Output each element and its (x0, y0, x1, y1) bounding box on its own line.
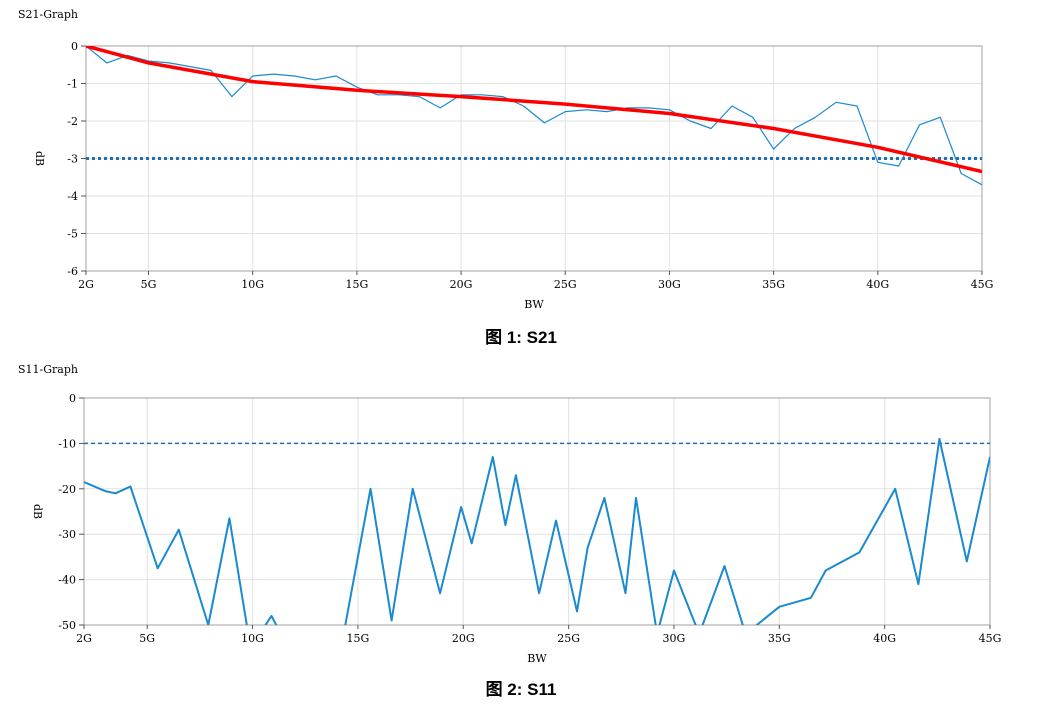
y-tick-label: -3 (67, 153, 78, 166)
x-tick-label: 2G (78, 278, 94, 291)
y-tick-label: -2 (67, 115, 78, 128)
x-tick-label: 30G (663, 632, 686, 645)
x-tick-label: 25G (557, 632, 580, 645)
y-tick-label: -1 (67, 78, 78, 91)
x-tick-label: 45G (979, 632, 1002, 645)
y-tick-label: -30 (58, 528, 76, 541)
y-tick-label: -20 (58, 483, 76, 496)
x-tick-label: 2G (76, 632, 92, 645)
x-tick-label: 30G (658, 278, 681, 291)
plot-area (86, 46, 982, 186)
caption: 图 2: S11 (486, 680, 557, 699)
data-line (84, 437, 990, 625)
x-tick-label: 5G (141, 278, 157, 291)
chart-title: S21-Graph (18, 8, 78, 21)
data-line (86, 46, 982, 186)
x-axis-label: BW (527, 652, 547, 665)
y-tick-label: -50 (58, 619, 76, 632)
y-tick-label: -6 (67, 265, 78, 278)
y-tick-label: -5 (67, 228, 78, 241)
y-tick-label: 0 (69, 392, 76, 405)
x-tick-label: 5G (139, 632, 155, 645)
x-tick-label: 10G (241, 632, 264, 645)
plot-area (84, 437, 990, 625)
x-tick-label: 40G (866, 278, 889, 291)
y-axis-label: dB (33, 151, 46, 166)
x-axis-label: BW (524, 298, 544, 311)
x-tick-label: 45G (971, 278, 994, 291)
y-axis-label: dB (31, 504, 44, 519)
x-tick-label: 25G (554, 278, 577, 291)
chart-title: S11-Graph (18, 363, 78, 376)
y-tick-label: 0 (71, 40, 78, 53)
caption: 图 1: S21 (485, 328, 557, 347)
x-tick-label: 15G (347, 632, 370, 645)
x-tick-label: 35G (768, 632, 791, 645)
plot-frame (83, 397, 991, 626)
y-tick-label: -40 (58, 574, 76, 587)
x-tick-label: 20G (452, 632, 475, 645)
y-tick-label: -10 (58, 437, 76, 450)
x-tick-label: 10G (241, 278, 264, 291)
x-tick-label: 35G (762, 278, 785, 291)
y-tick-label: -4 (67, 190, 78, 203)
x-tick-label: 40G (873, 632, 896, 645)
x-tick-label: 20G (450, 278, 473, 291)
x-tick-label: 15G (345, 278, 368, 291)
data-line (86, 46, 982, 174)
